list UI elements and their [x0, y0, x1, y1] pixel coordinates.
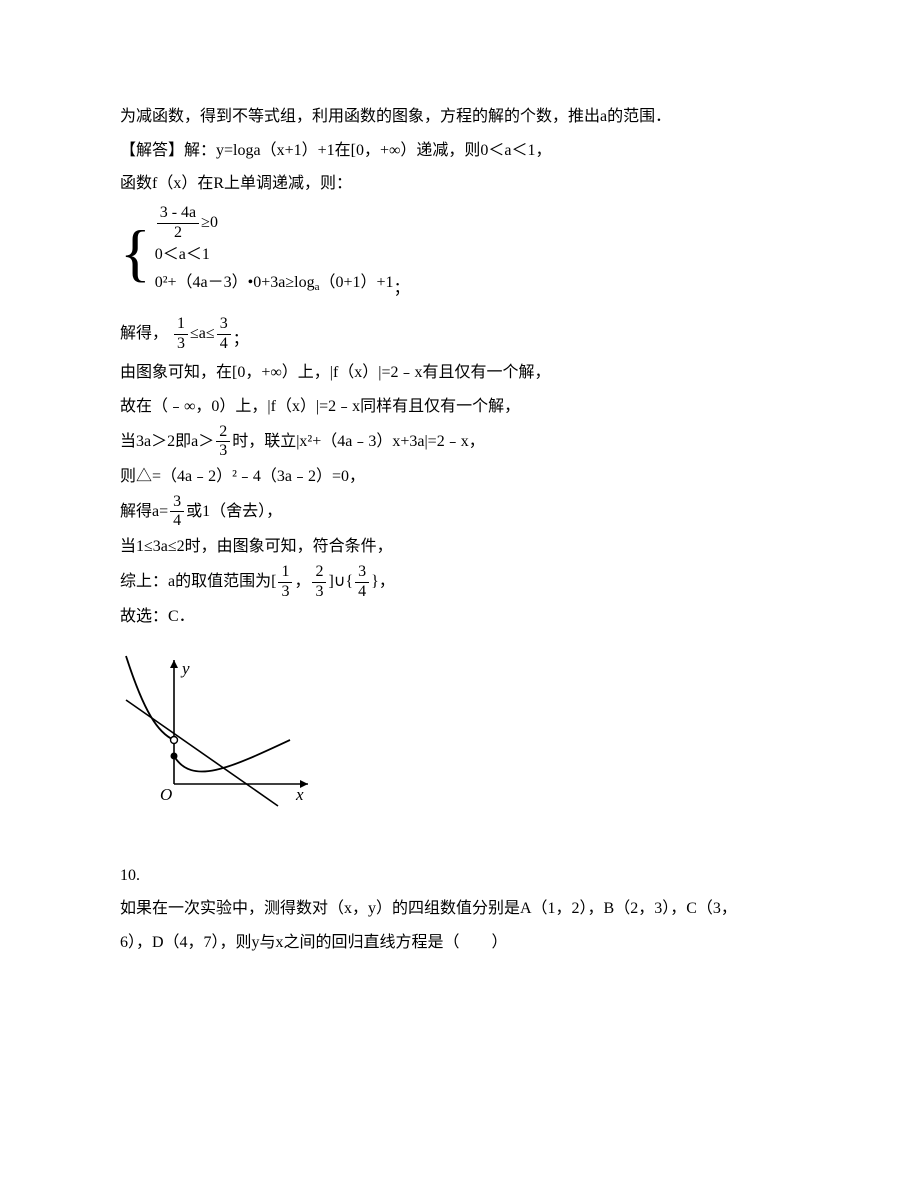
text: ； [233, 331, 249, 348]
brace-line-2: 0＜a＜1 [155, 241, 410, 268]
brace-body: 3 - 4a 2 ≥0 0＜a＜1 0²+（4a－3）•0+3a≥loga（0+… [155, 205, 410, 302]
question-text: 6），D（4，7），则y与x之间的回归直线方程是（ ） [120, 926, 800, 960]
fraction: 3 4 [170, 494, 184, 531]
question-text: 如果在一次实验中，测得数对（x，y）的四组数值分别是A（1，2），B（2，3），… [120, 892, 800, 926]
denominator: 3 [278, 583, 292, 601]
inequality-system: { 3 - 4a 2 ≥0 0＜a＜1 0²+（4a－3）•0+3a≥loga（… [120, 205, 800, 302]
body-text: 故在（﹣∞，0）上，|f（x）|=2﹣x同样有且仅有一个解， [120, 390, 800, 424]
numerator: 1 [278, 564, 292, 583]
fraction: 3 - 4a 2 [157, 205, 199, 242]
fraction: 3 4 [355, 564, 369, 601]
body-text: 【解答】解：y=loga（x+1）+1在[0，+∞）递减，则0＜a＜1， [120, 134, 800, 168]
denominator: 4 [170, 512, 184, 530]
numerator: 2 [312, 564, 326, 583]
numerator: 3 [170, 494, 184, 513]
fraction: 2 3 [312, 564, 326, 601]
body-text: 函数f（x）在R上单调递减，则： [120, 167, 800, 201]
denominator: 2 [157, 224, 199, 242]
text: }， [371, 573, 395, 590]
body-text: 解得， 1 3 ≤a≤ 3 4 ； [120, 316, 800, 357]
body-text: 综上：a的取值范围为[ 1 3 ， 2 3 ]∪{ 3 4 }， [120, 564, 800, 601]
text: 解得a= [120, 503, 168, 520]
question-number: 10. [120, 859, 800, 893]
text: （0+1）+1 [320, 274, 394, 291]
body-text: 解得a= 3 4 或1（舍去）， [120, 494, 800, 531]
denominator: 3 [174, 335, 188, 353]
numerator: 3 - 4a [157, 205, 199, 224]
function-graph: y x O [120, 648, 320, 828]
text: ≤a≤ [190, 325, 215, 342]
numerator: 3 [217, 316, 231, 335]
body-text: 由图象可知，在[0，+∞）上，|f（x）|=2﹣x有且仅有一个解， [120, 356, 800, 390]
answer-text: 故选：C． [120, 600, 800, 634]
text: 综上：a的取值范围为[ [120, 573, 276, 590]
text: 当3a＞2即a＞ [120, 432, 214, 449]
fraction: 2 3 [216, 424, 230, 461]
y-label: y [180, 659, 190, 678]
left-brace-icon: { [120, 205, 151, 302]
fraction: 1 3 [278, 564, 292, 601]
filled-dot [171, 753, 178, 760]
text: ， [294, 573, 310, 590]
text: ； [394, 280, 410, 297]
page: 为减函数，得到不等式组，利用函数的图象，方程的解的个数，推出a的范围． 【解答】… [0, 0, 920, 1191]
open-dot [171, 737, 178, 744]
body-text: 当1≤3a≤2时，由图象可知，符合条件， [120, 530, 800, 564]
fraction: 3 4 [217, 316, 231, 353]
y-arrow-icon [170, 660, 178, 668]
text: ]∪{ [328, 573, 353, 590]
brace-line-1: 3 - 4a 2 ≥0 [155, 205, 410, 242]
curve-left [126, 656, 174, 740]
body-text: 当3a＞2即a＞ 2 3 时，联立|x²+（4a﹣3）x+3a|=2﹣x， [120, 424, 800, 461]
text: 或1（舍去）， [186, 503, 282, 520]
text: 时，联立|x²+（4a﹣3）x+3a|=2﹣x， [232, 432, 484, 449]
line-segment [126, 700, 278, 806]
brace-line-3: 0²+（4a－3）•0+3a≥loga（0+1）+1； [155, 269, 410, 302]
text: 解得， [120, 325, 168, 342]
body-text: 为减函数，得到不等式组，利用函数的图象，方程的解的个数，推出a的范围． [120, 100, 800, 134]
origin-label: O [160, 785, 172, 804]
numerator: 3 [355, 564, 369, 583]
text: 0²+（4a－3）•0+3a≥log [155, 274, 315, 291]
text: ≥0 [201, 214, 218, 231]
numerator: 2 [216, 424, 230, 443]
x-label: x [295, 785, 304, 804]
numerator: 1 [174, 316, 188, 335]
fraction: 1 3 [174, 316, 188, 353]
denominator: 4 [217, 335, 231, 353]
denominator: 3 [312, 583, 326, 601]
body-text: 则△=（4a﹣2）²﹣4（3a﹣2）=0， [120, 460, 800, 494]
denominator: 3 [216, 442, 230, 460]
denominator: 4 [355, 583, 369, 601]
